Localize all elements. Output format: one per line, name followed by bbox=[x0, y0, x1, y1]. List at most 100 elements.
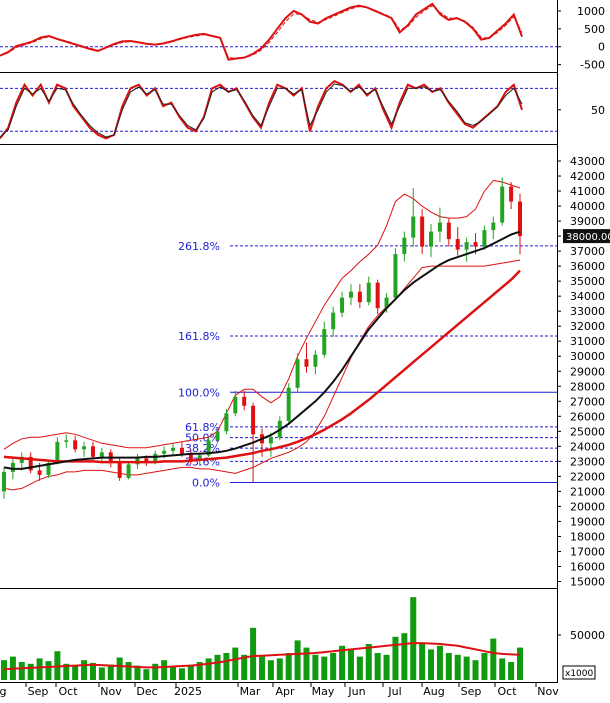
y-tick-label: 22000 bbox=[570, 470, 605, 483]
last-price-tag bbox=[563, 229, 610, 244]
last-price-label: 38000.00 bbox=[566, 232, 610, 243]
x-tick-label: g bbox=[0, 685, 6, 698]
y-tick-label: 50 bbox=[591, 104, 605, 117]
x-axis: g Sep Oct Nov Dec 2025 Mar Apr May Jun Jul Aug Sep Oc… bbox=[0, 683, 559, 698]
stochastic-series-line bbox=[0, 80, 523, 140]
candle-body bbox=[10, 462, 15, 472]
oscillator-series-line bbox=[0, 4, 523, 60]
volume-bar bbox=[223, 653, 230, 680]
candle-body bbox=[393, 254, 398, 298]
candle-body bbox=[473, 242, 478, 247]
volume-bar bbox=[89, 662, 96, 680]
y-tick-label: 25000 bbox=[570, 425, 605, 438]
candle-body bbox=[188, 453, 193, 460]
volume-bar bbox=[98, 667, 105, 680]
candle-body bbox=[518, 201, 522, 237]
candle-body bbox=[179, 447, 184, 454]
volume-bar bbox=[81, 660, 88, 680]
volume-bar bbox=[259, 656, 265, 680]
volume-bar bbox=[143, 669, 150, 680]
x-tick-label: 2025 bbox=[174, 685, 202, 698]
fibonacci-level-label: 0.0% bbox=[192, 477, 220, 490]
volume-bar bbox=[116, 657, 123, 680]
x-tick-label: Dec bbox=[136, 685, 157, 698]
candle-body bbox=[437, 222, 442, 232]
candle-body bbox=[500, 186, 505, 223]
moving-average-black bbox=[3, 230, 521, 470]
candle-body bbox=[304, 359, 309, 367]
candle-body bbox=[446, 222, 451, 240]
volume-bar bbox=[330, 653, 337, 680]
y-tick-label: 16000 bbox=[570, 560, 605, 573]
bollinger-upper-band bbox=[3, 179, 521, 450]
fibonacci-level-label: 100.0% bbox=[178, 386, 220, 399]
volume-bar bbox=[445, 653, 452, 680]
volume-bar bbox=[499, 658, 506, 680]
fibonacci-level-label: 61.8% bbox=[185, 421, 220, 434]
volume-bar bbox=[134, 665, 141, 680]
volume-unit-box bbox=[562, 665, 596, 680]
volume-bar bbox=[383, 654, 390, 680]
candle-body bbox=[322, 329, 327, 355]
candle-body bbox=[313, 354, 318, 367]
volume-bar bbox=[178, 668, 185, 680]
volume-bar bbox=[517, 647, 523, 680]
volume-bar bbox=[161, 660, 168, 680]
volume-bar bbox=[267, 660, 274, 680]
volume-bar bbox=[410, 597, 417, 680]
candle-body bbox=[268, 437, 273, 444]
volume-bar bbox=[454, 654, 461, 680]
volume-bar bbox=[205, 658, 212, 680]
y-tick-label: 50000 bbox=[570, 629, 605, 642]
volume-bar bbox=[428, 649, 435, 680]
candle-body bbox=[242, 396, 247, 406]
volume-bar bbox=[196, 662, 203, 680]
y-tick-label: 15000 bbox=[570, 575, 605, 588]
y-tick-label: 31000 bbox=[570, 335, 605, 348]
volume-bar bbox=[241, 654, 248, 680]
candle-body bbox=[384, 297, 389, 309]
candle-body bbox=[233, 396, 238, 414]
x-tick-label: Oct bbox=[497, 685, 517, 698]
candle-body bbox=[37, 470, 42, 475]
oscillator-series-line bbox=[0, 2, 523, 61]
volume-bar bbox=[107, 664, 114, 680]
candle-body bbox=[82, 446, 87, 450]
candle-body bbox=[357, 291, 362, 303]
candle-body bbox=[90, 446, 95, 457]
candle-body bbox=[420, 216, 425, 247]
volume-bar bbox=[303, 647, 310, 680]
volume-bar bbox=[472, 660, 479, 680]
candle-body bbox=[162, 450, 167, 454]
y-tick-label: 34000 bbox=[570, 290, 605, 303]
volume-bar bbox=[125, 662, 132, 680]
y-tick-label: 29000 bbox=[570, 365, 605, 378]
x-tick-label: Apr bbox=[275, 685, 295, 698]
volume-bar bbox=[490, 638, 497, 680]
volume-bar bbox=[187, 664, 194, 680]
candle-body bbox=[55, 441, 60, 463]
x-tick-label: Sep bbox=[461, 685, 482, 698]
y-tick-label: 21000 bbox=[570, 485, 605, 498]
y-tick-label: 18000 bbox=[570, 530, 605, 543]
candle-body bbox=[509, 186, 514, 202]
volume-panel: 50000 x1000 bbox=[1, 597, 605, 680]
candle-body bbox=[295, 359, 300, 388]
y-tick-label: 43000 bbox=[570, 155, 605, 168]
y-tick-label: 19000 bbox=[570, 515, 605, 528]
volume-bar bbox=[481, 653, 488, 680]
y-tick-label: 30000 bbox=[570, 350, 605, 363]
y-tick-label: 27000 bbox=[570, 395, 605, 408]
volume-bar bbox=[356, 656, 363, 680]
volume-bar bbox=[214, 654, 221, 680]
volume-bar bbox=[347, 649, 354, 680]
candle-body bbox=[206, 440, 211, 456]
volume-bar bbox=[436, 645, 443, 680]
volume-unit-label: x1000 bbox=[565, 669, 594, 679]
volume-bar bbox=[45, 661, 52, 680]
fibonacci-level-label: 161.8% bbox=[178, 330, 220, 343]
volume-bar bbox=[36, 658, 43, 680]
volume-bar bbox=[365, 644, 372, 680]
